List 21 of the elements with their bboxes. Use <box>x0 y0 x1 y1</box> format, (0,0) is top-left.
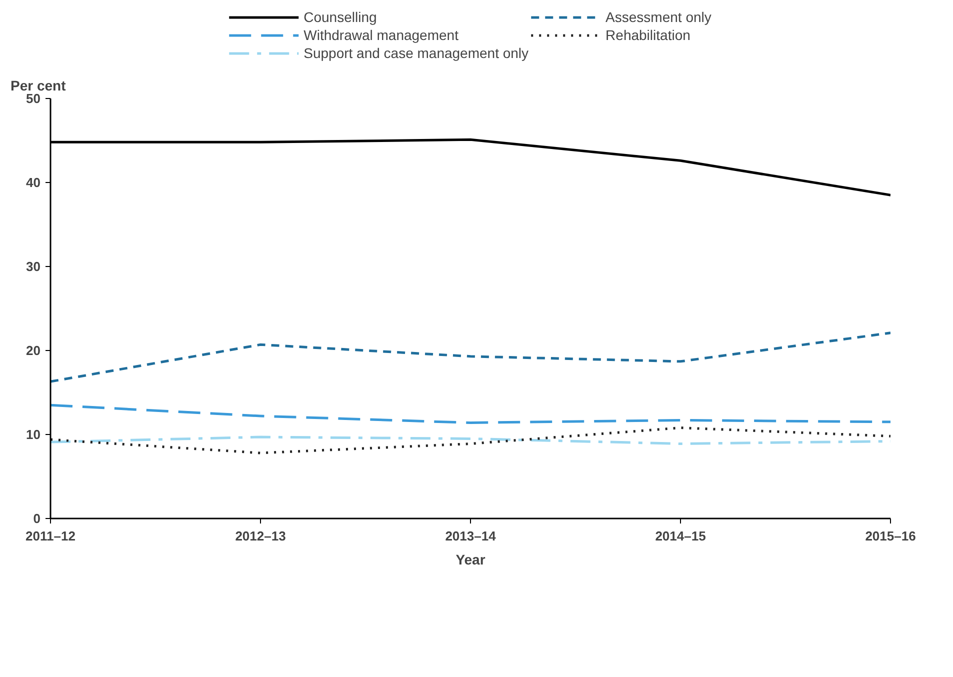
y-tick-label: 0 <box>33 511 41 526</box>
y-tick-label: 20 <box>26 343 41 358</box>
legend-label: Withdrawal management <box>304 27 458 43</box>
legend-label: Rehabilitation <box>606 27 690 43</box>
x-tick-label: 2011–12 <box>26 528 76 544</box>
line-series <box>50 332 890 383</box>
x-tick-label: 2013–14 <box>445 528 497 544</box>
x-axis-title: Year <box>456 552 486 568</box>
x-tick-label: 2012–13 <box>235 528 286 544</box>
legend-label: Counselling <box>304 9 377 25</box>
line-series <box>50 404 890 424</box>
line-series <box>50 426 890 454</box>
y-tick-label: 50 <box>26 91 41 106</box>
x-tick-label: 2014–15 <box>655 528 706 544</box>
y-tick-label: 10 <box>26 427 41 442</box>
legend-label: Support and case management only <box>304 45 529 61</box>
legend-label: Assessment only <box>606 9 712 25</box>
y-tick-label: 30 <box>26 259 41 274</box>
y-tick-label: 40 <box>26 175 41 190</box>
x-tick-label: 2015–16 <box>865 528 916 544</box>
y-axis-title: Per cent <box>10 78 66 94</box>
